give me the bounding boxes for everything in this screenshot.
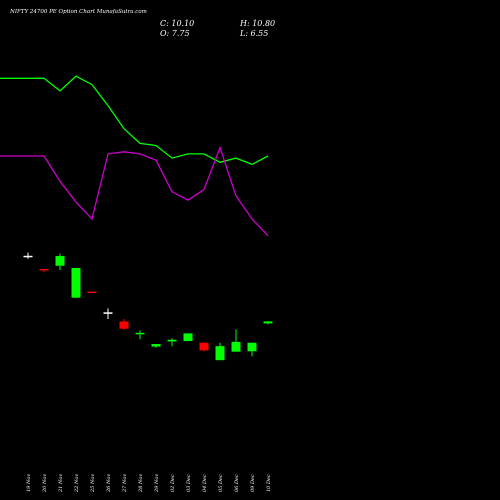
candle-body bbox=[263, 321, 273, 324]
x-tick-label: 03 Dec bbox=[186, 474, 192, 492]
candle-body bbox=[199, 342, 209, 351]
candle-body bbox=[87, 291, 97, 294]
candle-body bbox=[231, 341, 241, 352]
x-tick-label: 26 Nov bbox=[106, 474, 112, 493]
x-tick-label: 19 Nov bbox=[26, 474, 32, 492]
low-value: L: 6.55 bbox=[240, 29, 269, 38]
candle-body bbox=[71, 267, 81, 298]
candle-body bbox=[39, 268, 49, 271]
x-tick-label: 02 Dec bbox=[170, 474, 176, 492]
x-axis-labels: 19 Nov 20 Nov 21 Nov 22 Nov 25 Nov 26 Nov 27 N… bbox=[26, 474, 272, 493]
x-tick-label: 06 Dec bbox=[234, 474, 240, 492]
indicator-line-2 bbox=[0, 145, 269, 237]
candle-body bbox=[167, 339, 177, 342]
indicator-lines bbox=[0, 75, 269, 237]
x-tick-label: 05 Dec bbox=[218, 474, 224, 492]
candle-body bbox=[55, 256, 65, 266]
x-tick-label: 22 Nov bbox=[74, 474, 80, 493]
open-value: O: 7.75 bbox=[160, 29, 190, 38]
candle-body bbox=[183, 333, 193, 342]
x-tick-label: 04 Dec bbox=[202, 474, 208, 492]
x-tick-label: 29 Nov bbox=[154, 474, 160, 493]
candle-body bbox=[135, 332, 145, 335]
candles bbox=[23, 252, 273, 361]
close-value: C: 10.10 bbox=[160, 19, 195, 28]
indicator-line-1 bbox=[0, 75, 269, 166]
x-tick-label: 28 Nov bbox=[138, 474, 144, 493]
candle-body bbox=[103, 312, 113, 314]
high-value: H: 10.80 bbox=[240, 19, 276, 28]
candle-body bbox=[151, 344, 161, 347]
x-tick-label: 27 Nov bbox=[122, 474, 128, 493]
x-tick-label: 20 Nov bbox=[42, 474, 48, 493]
candle-body bbox=[247, 342, 257, 352]
x-tick-label: 21 Nov bbox=[58, 474, 64, 493]
candle-body bbox=[23, 255, 33, 258]
x-tick-label: 10 Dec bbox=[266, 474, 272, 492]
candle-body bbox=[119, 321, 129, 329]
chart-title: NIFTY 24700 PE Option Chart MunafaSutra.… bbox=[10, 9, 147, 15]
x-tick-label: 09 Dec bbox=[250, 474, 256, 492]
candle-body bbox=[215, 346, 225, 361]
x-tick-label: 25 Nov bbox=[90, 474, 96, 493]
